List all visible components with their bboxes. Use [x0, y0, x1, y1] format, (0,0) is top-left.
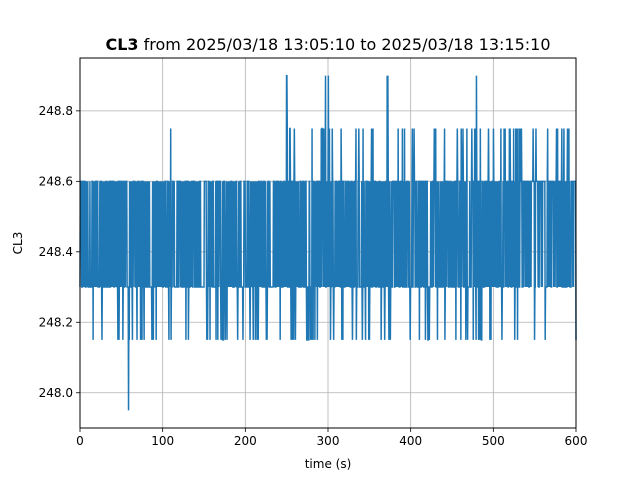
data-series-line — [79, 74, 577, 411]
y-tick-label: 248.4 — [39, 245, 73, 259]
y-tick-label: 248.8 — [39, 104, 73, 118]
x-tick-label: 600 — [565, 434, 588, 448]
x-axis-label: time (s) — [305, 457, 352, 471]
y-tick-label: 248.2 — [39, 315, 73, 329]
x-tick-label: 0 — [76, 434, 84, 448]
x-tick-label: 100 — [151, 434, 174, 448]
x-tick-label: 500 — [482, 434, 505, 448]
title-series-name: CL3 — [105, 35, 138, 54]
y-tick-label: 248.0 — [39, 386, 73, 400]
x-tick-label: 300 — [317, 434, 340, 448]
chart-title: CL3 from 2025/03/18 13:05:10 to 2025/03/… — [105, 35, 550, 54]
x-tick-label: 400 — [399, 434, 422, 448]
title-time-range: from 2025/03/18 13:05:10 to 2025/03/18 1… — [139, 35, 551, 54]
x-axis-ticks: 0 100 200 300 400 500 600 — [76, 428, 587, 448]
y-axis-label: CL3 — [11, 232, 25, 255]
x-tick-label: 200 — [234, 434, 257, 448]
y-tick-label: 248.6 — [39, 174, 73, 188]
y-axis-ticks: 248.0 248.2 248.4 248.6 248.8 — [39, 104, 80, 400]
series-line — [79, 74, 577, 411]
